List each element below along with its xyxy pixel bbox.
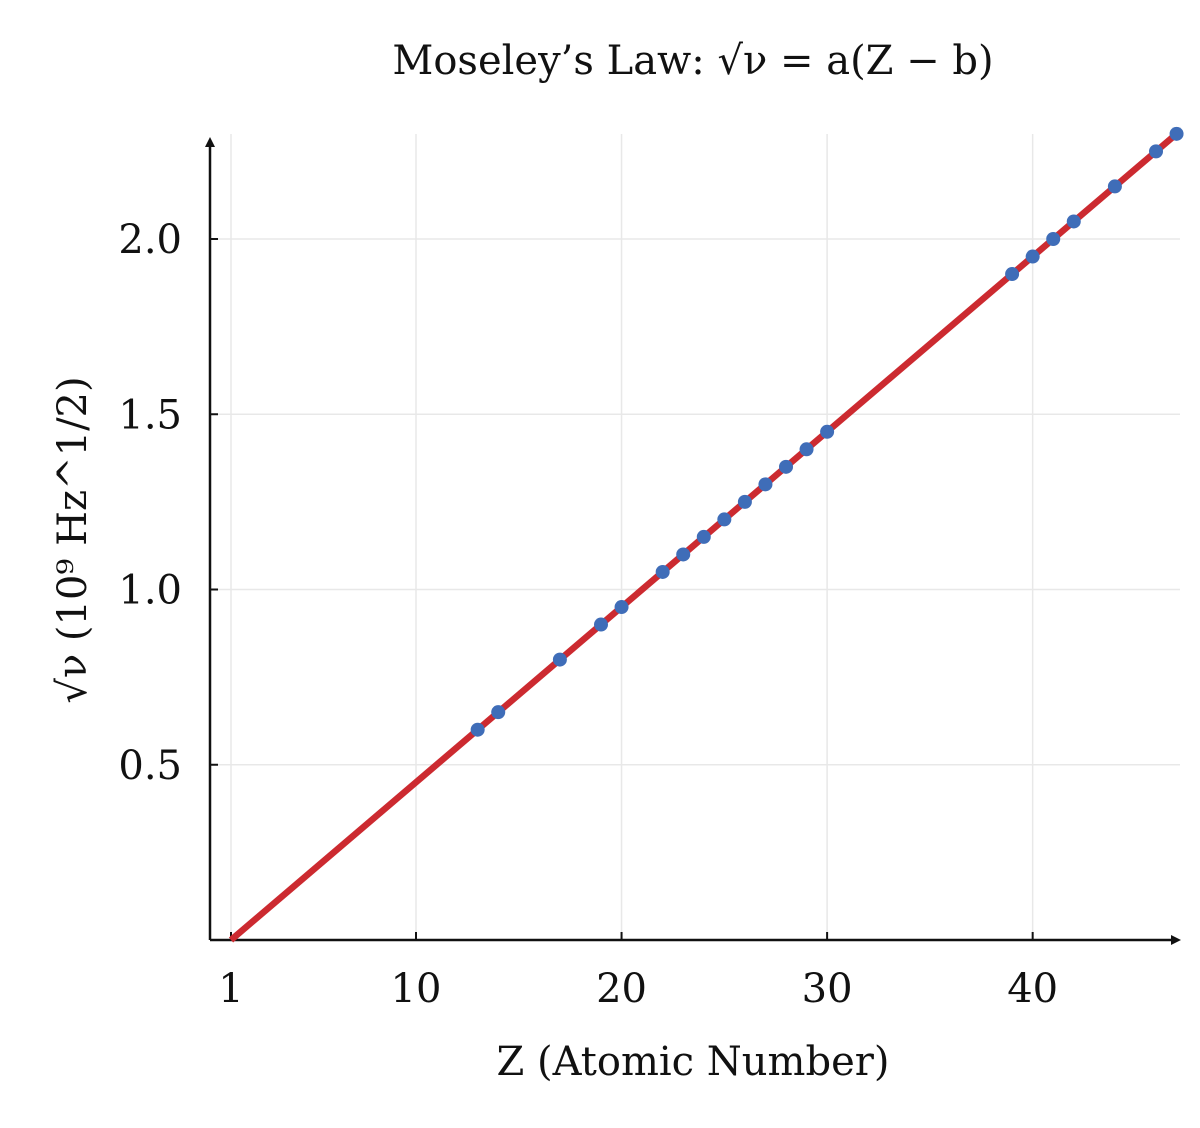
grid-layer [210, 134, 1180, 940]
data-point [655, 564, 670, 579]
data-point [614, 600, 629, 615]
y-tick-label: 1.5 [118, 392, 182, 438]
data-point [696, 529, 711, 544]
data-point [820, 424, 835, 439]
series-layer [228, 126, 1184, 943]
data-point [491, 705, 506, 720]
data-point [594, 617, 608, 632]
data-point [676, 547, 691, 562]
data-point [799, 442, 814, 457]
x-tick-label: 10 [391, 966, 442, 1012]
data-point [470, 722, 485, 737]
data-point [1107, 179, 1122, 194]
x-tick-label: 30 [802, 966, 853, 1012]
y-tick-label: 0.5 [118, 743, 182, 789]
data-point [552, 652, 567, 667]
x-tick-label: 20 [596, 966, 647, 1012]
chart-title: Moseley’s Law: √ν = a(Z − b) [392, 38, 993, 84]
data-point [1005, 267, 1020, 282]
data-point [1149, 144, 1163, 159]
data-point [1046, 232, 1061, 246]
data-point [779, 459, 793, 474]
label-layer: Moseley’s Law: √ν = a(Z − b) Z (Atomic N… [50, 38, 1058, 1085]
data-point [1025, 249, 1040, 264]
data-point [1066, 214, 1081, 229]
data-point [737, 494, 752, 509]
x-tick-label: 40 [1007, 966, 1058, 1012]
data-point [758, 477, 773, 492]
x-tick-label: 1 [218, 966, 243, 1012]
y-tick-label: 1.0 [118, 568, 182, 614]
data-point [717, 512, 732, 527]
y-tick-label: 2.0 [118, 217, 182, 263]
y-axis-title: √ν (10⁹ Hz^1/2) [50, 376, 96, 703]
data-point [1169, 126, 1184, 141]
x-axis-title: Z (Atomic Number) [497, 1039, 890, 1085]
